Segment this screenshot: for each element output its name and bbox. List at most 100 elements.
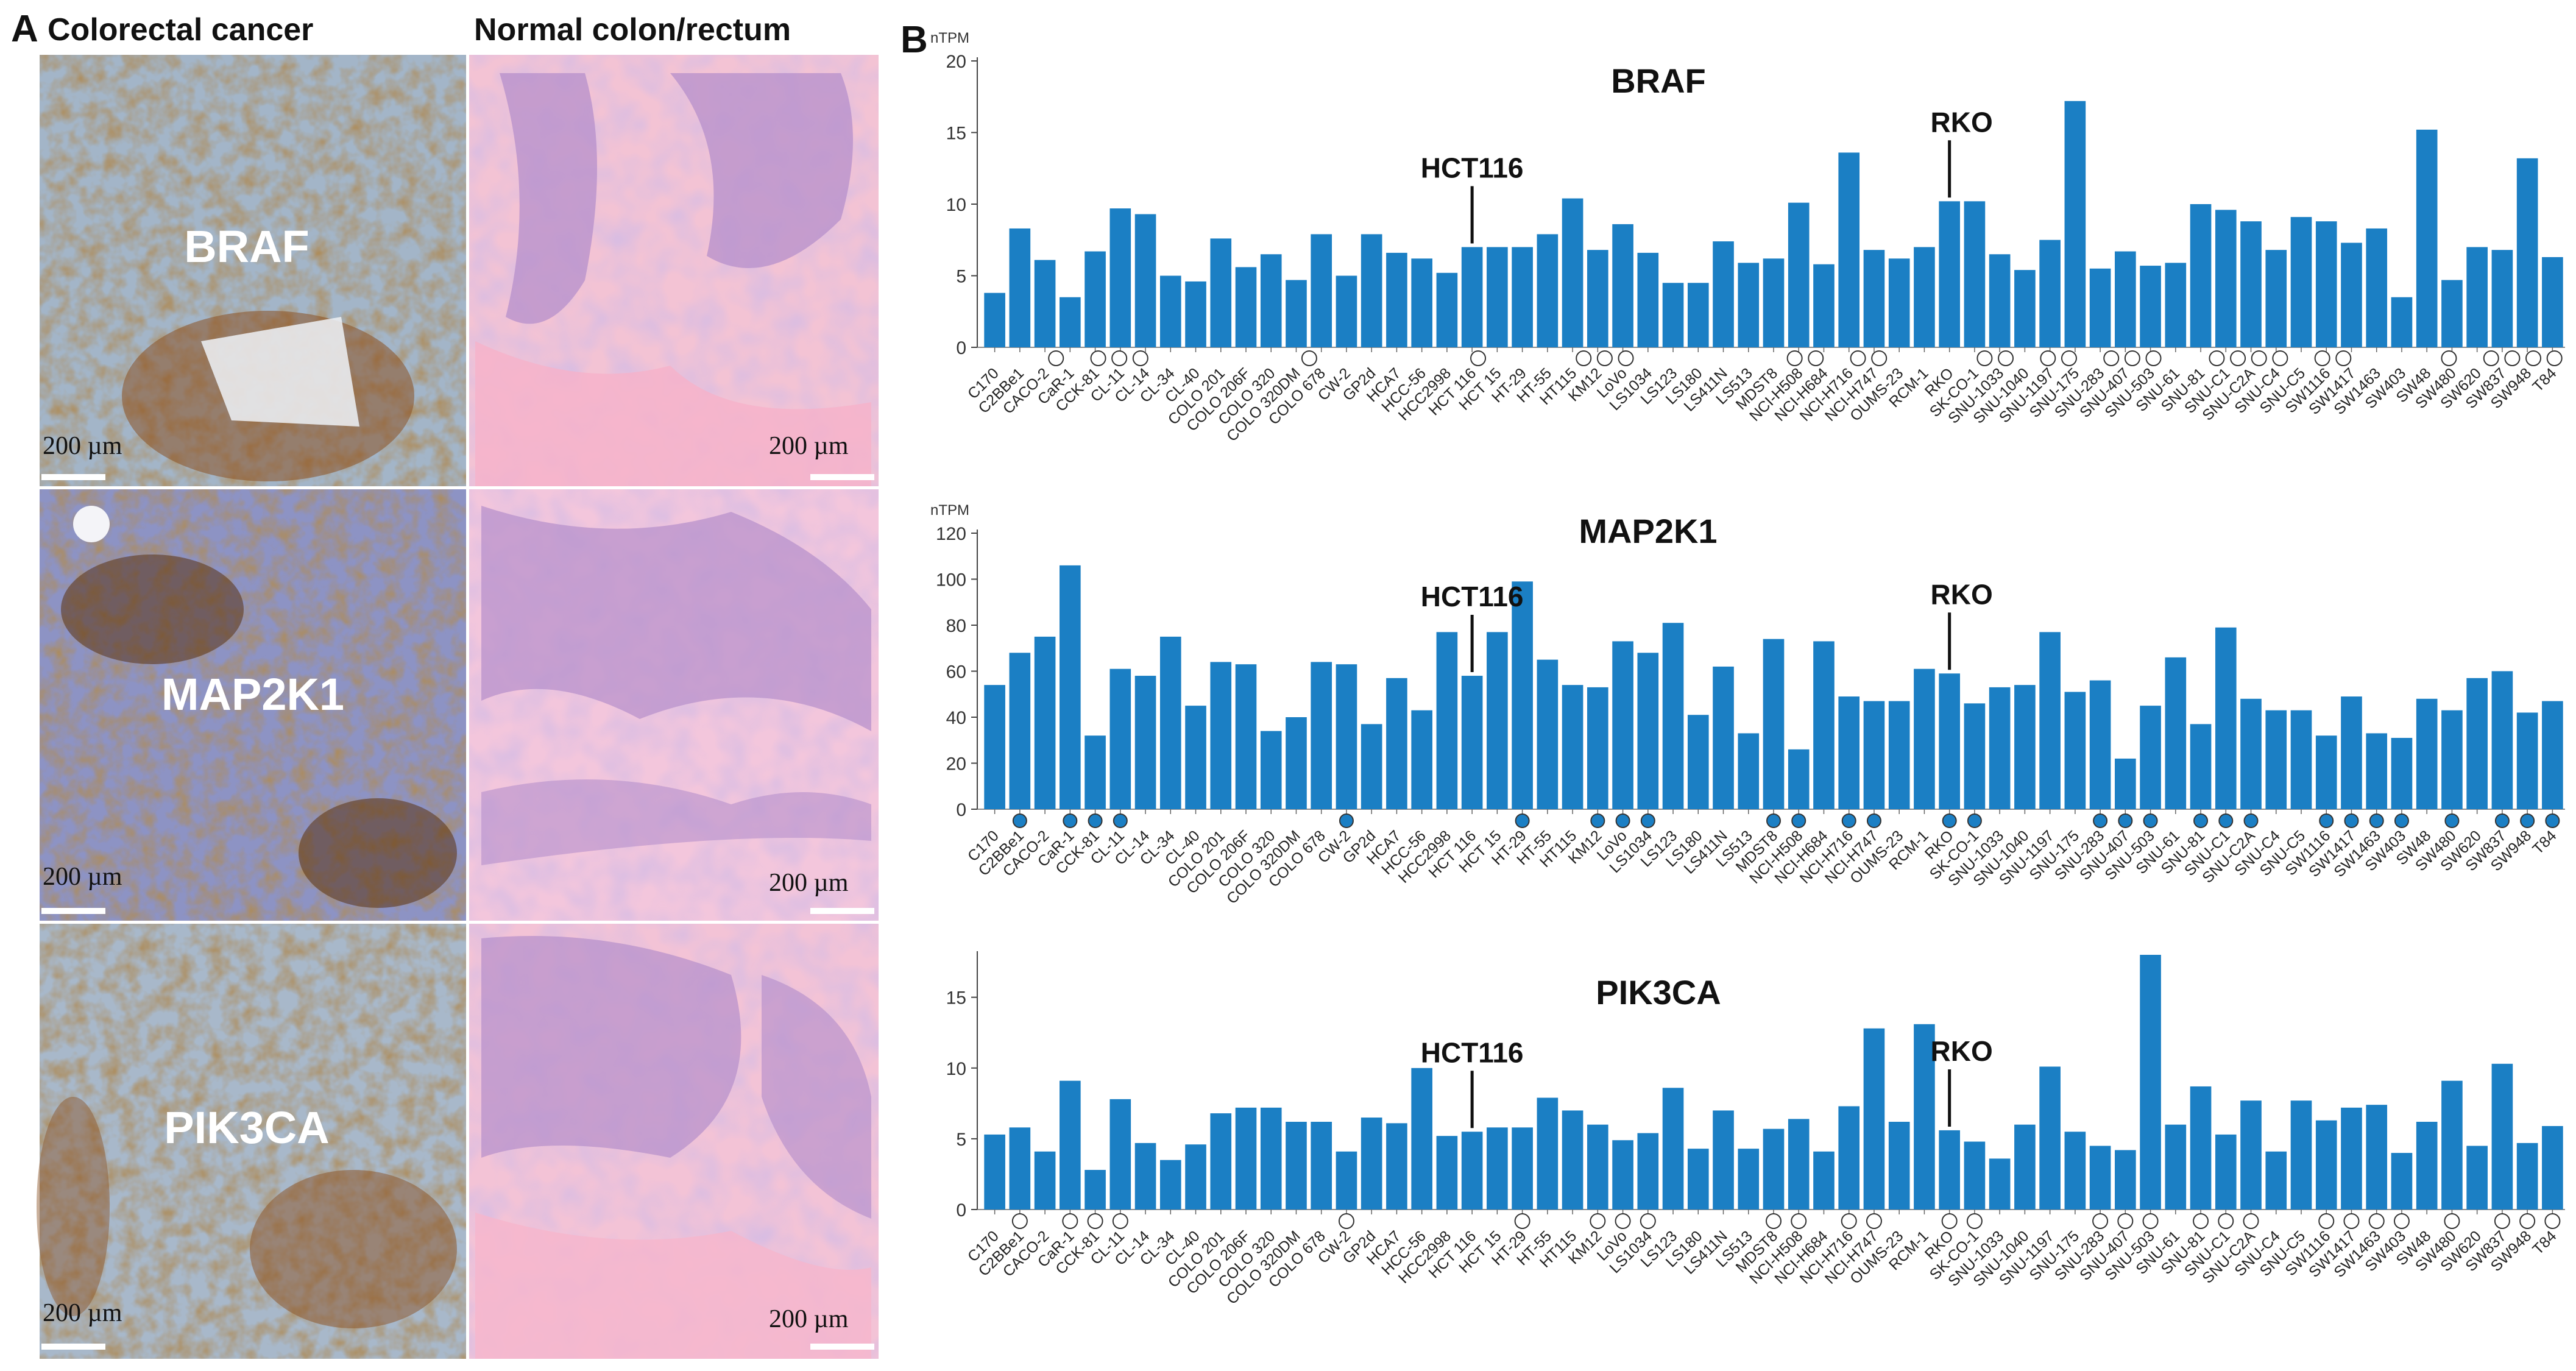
- bar: [2290, 217, 2312, 347]
- bar: [1109, 668, 1131, 809]
- bar: [1662, 1088, 1684, 1210]
- bar: [2240, 1100, 2262, 1210]
- bar: [1085, 735, 1106, 809]
- cell-line-marker: [2040, 350, 2056, 366]
- cell-line-marker: [1063, 813, 1078, 828]
- bar: [1185, 281, 1206, 347]
- bar: [1210, 1113, 1232, 1210]
- bar: [1185, 706, 1206, 809]
- bar: [1436, 272, 1458, 347]
- bar: [2089, 1146, 2111, 1210]
- cell-line-marker: [2103, 350, 2120, 366]
- bar: [1939, 673, 1960, 809]
- bar: [1562, 1110, 1583, 1210]
- bar: [2542, 257, 2563, 347]
- bar: [1914, 247, 1935, 347]
- bar: [2542, 1125, 2563, 1210]
- bar: [1713, 241, 1734, 347]
- scale-bar: [41, 1344, 105, 1350]
- bar: [2341, 243, 2362, 347]
- bar: [1159, 636, 1181, 809]
- bar: [2039, 1066, 2061, 1210]
- cell-line-marker: [2272, 350, 2288, 366]
- bar: [1235, 267, 1257, 347]
- cell-line-marker: [2061, 350, 2077, 366]
- bar: [2542, 701, 2563, 809]
- chart-title: MAP2K1: [1579, 512, 1717, 550]
- bar: [1888, 701, 1910, 809]
- bar: [1009, 228, 1031, 347]
- bar: [1964, 1141, 1986, 1210]
- cell-line-marker: [2368, 1213, 2385, 1229]
- bar: [1235, 1107, 1257, 1210]
- cell-line-marker: [1088, 813, 1103, 828]
- bar: [1763, 258, 1785, 347]
- bar: [1134, 676, 1156, 809]
- cell-line-marker: [1048, 350, 1064, 366]
- bar: [2290, 710, 2312, 809]
- bar: [1863, 701, 1885, 809]
- y-tick-label: 60: [946, 662, 966, 682]
- protein-label-braf: BRAF: [184, 221, 310, 272]
- bar: [2115, 251, 2136, 347]
- bar: [1763, 639, 1785, 809]
- scale-label: 200 µm: [769, 1305, 849, 1333]
- bar: [1587, 1124, 1608, 1210]
- bar: [2491, 250, 2513, 347]
- ihc-image-map2k1-cancer: [40, 489, 466, 921]
- bar: [2441, 710, 2463, 809]
- bar: [1109, 208, 1131, 347]
- bar: [2240, 221, 2262, 347]
- protein-label-pik3ca: PIK3CA: [164, 1102, 329, 1153]
- cell-line-marker: [1596, 350, 1613, 366]
- bar: [1838, 1106, 1860, 1210]
- cell-line-marker: [1841, 1213, 1857, 1229]
- cell-line-marker: [2093, 813, 2108, 828]
- chart-map2k1: 020406080100120nTPMMAP2K1C170C2BBe1CACO-…: [930, 502, 2565, 907]
- bar: [2290, 1100, 2312, 1210]
- scale-label: 200 µm: [769, 869, 849, 897]
- bar: [1788, 749, 1810, 809]
- bar: [2115, 758, 2136, 809]
- cell-line-marker: [2343, 1213, 2360, 1229]
- cell-line-marker: [1967, 813, 1982, 828]
- y-tick-label: 0: [956, 1200, 966, 1220]
- bar: [1537, 1097, 1559, 1210]
- bar: [1939, 201, 1960, 347]
- cell-line-marker: [1640, 813, 1655, 828]
- bar: [2341, 1107, 2362, 1210]
- bar: [1311, 1122, 1332, 1210]
- bar: [1637, 252, 1659, 347]
- bar: [1738, 263, 1760, 347]
- cell-line-marker: [1941, 1213, 1958, 1229]
- cell-line-marker: [1966, 1213, 1983, 1229]
- bar: [2165, 657, 2187, 809]
- bar: [2064, 1132, 2086, 1210]
- cell-line-marker: [2441, 350, 2457, 366]
- y-tick-label: 120: [936, 524, 966, 544]
- y-tick-label: 10: [946, 1059, 966, 1079]
- he-image-map2k1-normal: [469, 489, 879, 921]
- ihc-image-braf-cancer: [40, 55, 466, 486]
- bar: [1386, 252, 1407, 347]
- bar: [2215, 1134, 2237, 1210]
- cell-line-marker: [1515, 813, 1530, 828]
- bar: [1436, 1136, 1458, 1210]
- bar: [2416, 129, 2438, 348]
- bar: [2466, 678, 2488, 809]
- bar: [2215, 210, 2237, 347]
- bar: [1738, 1149, 1760, 1210]
- cell-line-marker: [1766, 813, 1781, 828]
- cell-line-marker: [2369, 813, 2384, 828]
- bar: [2516, 158, 2538, 347]
- bar: [2265, 710, 2287, 809]
- bar: [2315, 1120, 2337, 1210]
- cell-line-marker: [2243, 1213, 2259, 1229]
- bar: [2190, 1086, 2212, 1210]
- panel-a-label: A: [11, 8, 38, 50]
- bar: [1311, 234, 1332, 347]
- cell-line-marker: [2230, 350, 2246, 366]
- bar: [1260, 731, 1282, 809]
- bar: [1235, 664, 1257, 809]
